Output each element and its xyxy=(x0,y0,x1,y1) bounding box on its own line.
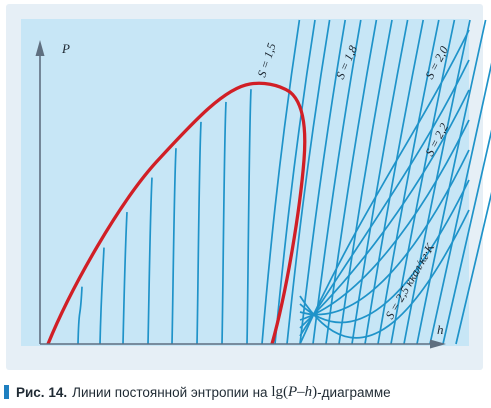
isentrope-inside-6 xyxy=(196,121,202,345)
isentrope-outer-13 xyxy=(416,19,487,345)
axes xyxy=(35,40,446,349)
isentrope-outer-1 xyxy=(261,19,301,345)
isentrope-outer-3 xyxy=(286,19,331,345)
isentrope-fan-1 xyxy=(299,29,470,345)
isentrope-fan-3 xyxy=(299,89,470,329)
isentrope-fan-2 xyxy=(299,59,470,337)
caption-text: Линии постоянной энтропии на xyxy=(72,384,268,400)
isentrope-outer-2 xyxy=(274,19,316,345)
isentrope-outer-11 xyxy=(390,19,456,345)
isentrope-inside-7 xyxy=(221,101,227,345)
y-axis-label: P xyxy=(61,41,70,56)
isentrope-fan-7 xyxy=(299,209,470,339)
lgp-h-diagram: P h S = 1,5 S = 1,8 S = 2,0 S = 2,2 S = … xyxy=(6,4,491,370)
isentrope-outer-14 xyxy=(429,61,491,345)
isentrope-outer-9 xyxy=(364,19,425,345)
isentrope-inside-3 xyxy=(122,212,128,345)
isentrope-fan-5 xyxy=(299,149,470,316)
isentrope-inside-1 xyxy=(77,286,83,345)
caption-label: Рис. 14. xyxy=(16,384,68,400)
y-axis-arrow-icon xyxy=(35,40,45,56)
isentrope-outer-15 xyxy=(442,127,491,345)
isentrope-inside-5 xyxy=(171,148,177,345)
isentrope-inside-4 xyxy=(147,177,153,345)
isentrope-inside-8 xyxy=(246,89,252,345)
plot-area xyxy=(21,19,469,346)
figure-caption: Рис. 14. Линии постоянной энтропии на lg… xyxy=(4,381,391,403)
x-axis-label: h xyxy=(437,322,444,337)
isentrope-outer-7 xyxy=(338,19,393,345)
caption-text-suffix: -диаграмме xyxy=(317,384,391,400)
caption-formula: lg(P–h) xyxy=(271,383,318,400)
x-axis-arrow-icon xyxy=(430,339,446,349)
isentrope-outer-8 xyxy=(351,19,409,345)
isentrope-inside-2 xyxy=(99,247,105,345)
isentrope-fan-4 xyxy=(299,119,470,321)
saturation-curve xyxy=(46,81,307,345)
isentrope-outer-16 xyxy=(455,190,491,345)
caption-marker-icon xyxy=(4,385,9,399)
isentrope-outer-12 xyxy=(403,19,471,345)
isentrope-fan-6 xyxy=(299,179,470,324)
isentrope-lines xyxy=(77,19,491,345)
